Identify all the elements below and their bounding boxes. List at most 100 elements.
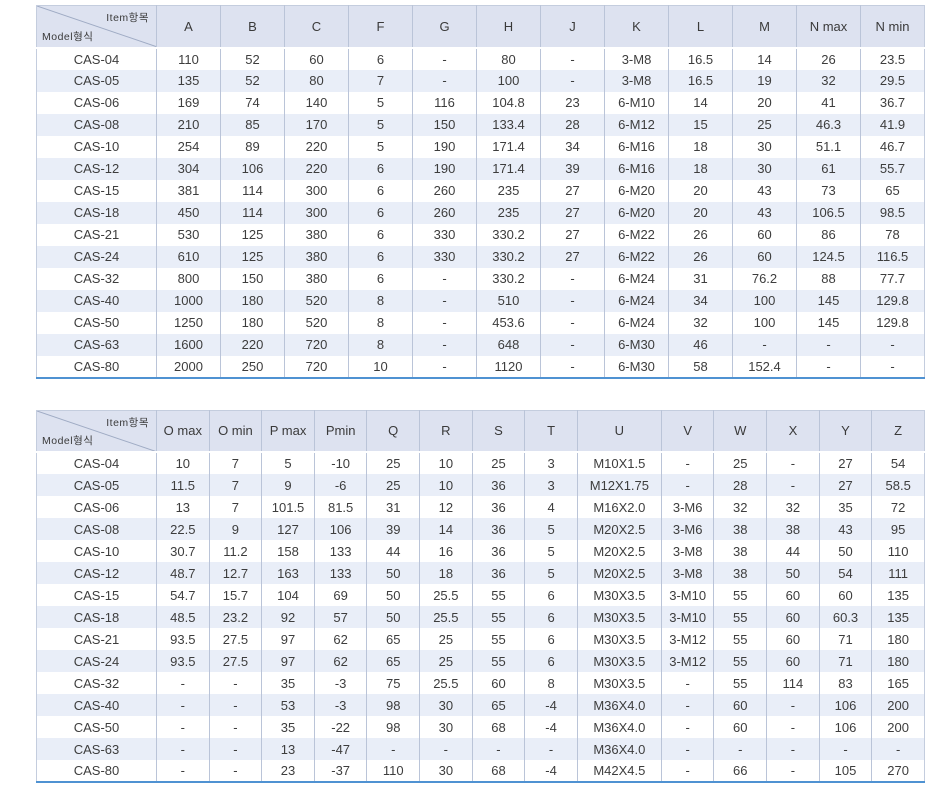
model-cell: CAS-18 — [36, 201, 157, 224]
value-cell: 51.1 — [796, 135, 861, 158]
value-cell: 44 — [766, 540, 820, 562]
value-cell: 3 — [524, 452, 578, 474]
column-header: P max — [261, 410, 315, 453]
model-cell: CAS-63 — [36, 738, 157, 760]
table-row: CAS-63 1600 220 720 8-648-6-M30 46- - - — [36, 333, 925, 356]
value-cell: 106 — [818, 694, 872, 716]
value-cell: 260 — [412, 201, 477, 224]
value-cell: - — [660, 672, 714, 694]
value-cell: 13 — [261, 738, 315, 760]
value-cell: 28 — [540, 113, 605, 136]
column-header: B — [220, 5, 285, 49]
value-cell: 65 — [366, 628, 420, 650]
table-row: CAS-04 110 52 60 6-80-3-M8 16.5 14 26 23.5 — [36, 47, 925, 70]
value-cell: 135 — [871, 584, 925, 606]
value-cell: 20 — [668, 201, 733, 224]
value-cell: 50 — [818, 540, 872, 562]
value-cell: -3 — [313, 694, 367, 716]
value-cell: - — [871, 738, 925, 760]
value-cell: 6-M12 — [604, 113, 669, 136]
value-cell: 39 — [366, 518, 420, 540]
value-cell: M20X2.5 — [576, 540, 662, 562]
value-cell: 30 — [419, 694, 473, 716]
value-cell: 111 — [871, 562, 925, 584]
value-cell: 330.2 — [476, 223, 541, 246]
value-cell: 133.4 — [476, 113, 541, 136]
value-cell: 25 — [419, 650, 473, 672]
value-cell: 55 — [471, 628, 525, 650]
value-cell: 73 — [796, 179, 861, 202]
column-header: O min — [208, 410, 262, 453]
value-cell: 135 — [871, 606, 925, 628]
value-cell: M16X2.0 — [576, 496, 662, 518]
value-cell: 38 — [713, 540, 767, 562]
value-cell: 54.7 — [156, 584, 210, 606]
table-row: CAS-80- -23 -37 110 30 68 -4 M42X4.5-66-105 270 — [36, 760, 925, 782]
value-cell: - — [766, 474, 820, 496]
model-cell: CAS-24 — [36, 245, 157, 268]
dimension-table-2: Item항목 Model형식 O max O min P max Pmin Q R S T U V… — [36, 409, 925, 783]
value-cell: 6-M10 — [604, 91, 669, 114]
value-cell: 30 — [419, 760, 473, 782]
value-cell: 450 — [156, 201, 221, 224]
value-cell: 106 — [313, 518, 367, 540]
column-header: F — [348, 5, 413, 49]
value-cell: - — [660, 738, 714, 760]
value-cell: - — [766, 452, 820, 474]
value-cell: 5 — [524, 540, 578, 562]
value-cell: 3-M10 — [660, 606, 714, 628]
value-cell: 36.7 — [860, 91, 925, 114]
value-cell: 28 — [713, 474, 767, 496]
value-cell: 12.7 — [208, 562, 262, 584]
value-cell: 3-M8 — [660, 562, 714, 584]
value-cell: 110 — [366, 760, 420, 782]
value-cell: 1120 — [476, 355, 541, 378]
value-cell: 34 — [668, 289, 733, 312]
value-cell: 520 — [284, 289, 349, 312]
value-cell: 30 — [732, 157, 797, 180]
value-cell: 58.5 — [871, 474, 925, 496]
value-cell: 25.5 — [419, 606, 473, 628]
table-row: CAS-08 210 85 170 5 150 133.4 28 6-M12 15 25 46.3 41… — [36, 113, 925, 136]
value-cell: 38 — [766, 518, 820, 540]
column-header: N max — [796, 5, 861, 49]
value-cell: 3-M12 — [660, 650, 714, 672]
value-cell: 36 — [471, 562, 525, 584]
value-cell: - — [540, 267, 605, 290]
value-cell: 66 — [713, 760, 767, 782]
value-cell: 260 — [412, 179, 477, 202]
value-cell: 32 — [766, 496, 820, 518]
table-row: CAS-05 135 52 80 7-100-3-M8 16.5 19 32 29.5 — [36, 69, 925, 92]
value-cell: 55 — [713, 672, 767, 694]
value-cell: 23.5 — [860, 47, 925, 70]
value-cell: 104 — [261, 584, 315, 606]
value-cell: 41.9 — [860, 113, 925, 136]
value-cell: 116 — [412, 91, 477, 114]
value-cell: 720 — [284, 333, 349, 356]
value-cell: 12 — [419, 496, 473, 518]
value-cell: 65 — [860, 179, 925, 202]
value-cell: 180 — [220, 289, 285, 312]
value-cell: 250 — [220, 355, 285, 378]
model-cell: CAS-21 — [36, 628, 157, 650]
table-row: CAS-24 610 125 380 6 330 330.2 27 6-M22 26 60 124.5… — [36, 245, 925, 268]
value-cell: M20X2.5 — [576, 562, 662, 584]
column-header: S — [471, 410, 525, 453]
value-cell: 520 — [284, 311, 349, 334]
value-cell: 8 — [348, 289, 413, 312]
value-cell: 60 — [713, 716, 767, 738]
value-cell: 133 — [313, 562, 367, 584]
value-cell: 330.2 — [476, 245, 541, 268]
value-cell: 150 — [412, 113, 477, 136]
value-cell: M30X3.5 — [576, 584, 662, 606]
value-cell: 15 — [668, 113, 733, 136]
value-cell: 32 — [796, 69, 861, 92]
value-cell: 453.6 — [476, 311, 541, 334]
value-cell: 106 — [220, 157, 285, 180]
value-cell: 39 — [540, 157, 605, 180]
value-cell: 25 — [419, 628, 473, 650]
value-cell: 3-M8 — [660, 540, 714, 562]
value-cell: 78 — [860, 223, 925, 246]
value-cell: 71 — [818, 628, 872, 650]
value-cell: 200 — [871, 694, 925, 716]
